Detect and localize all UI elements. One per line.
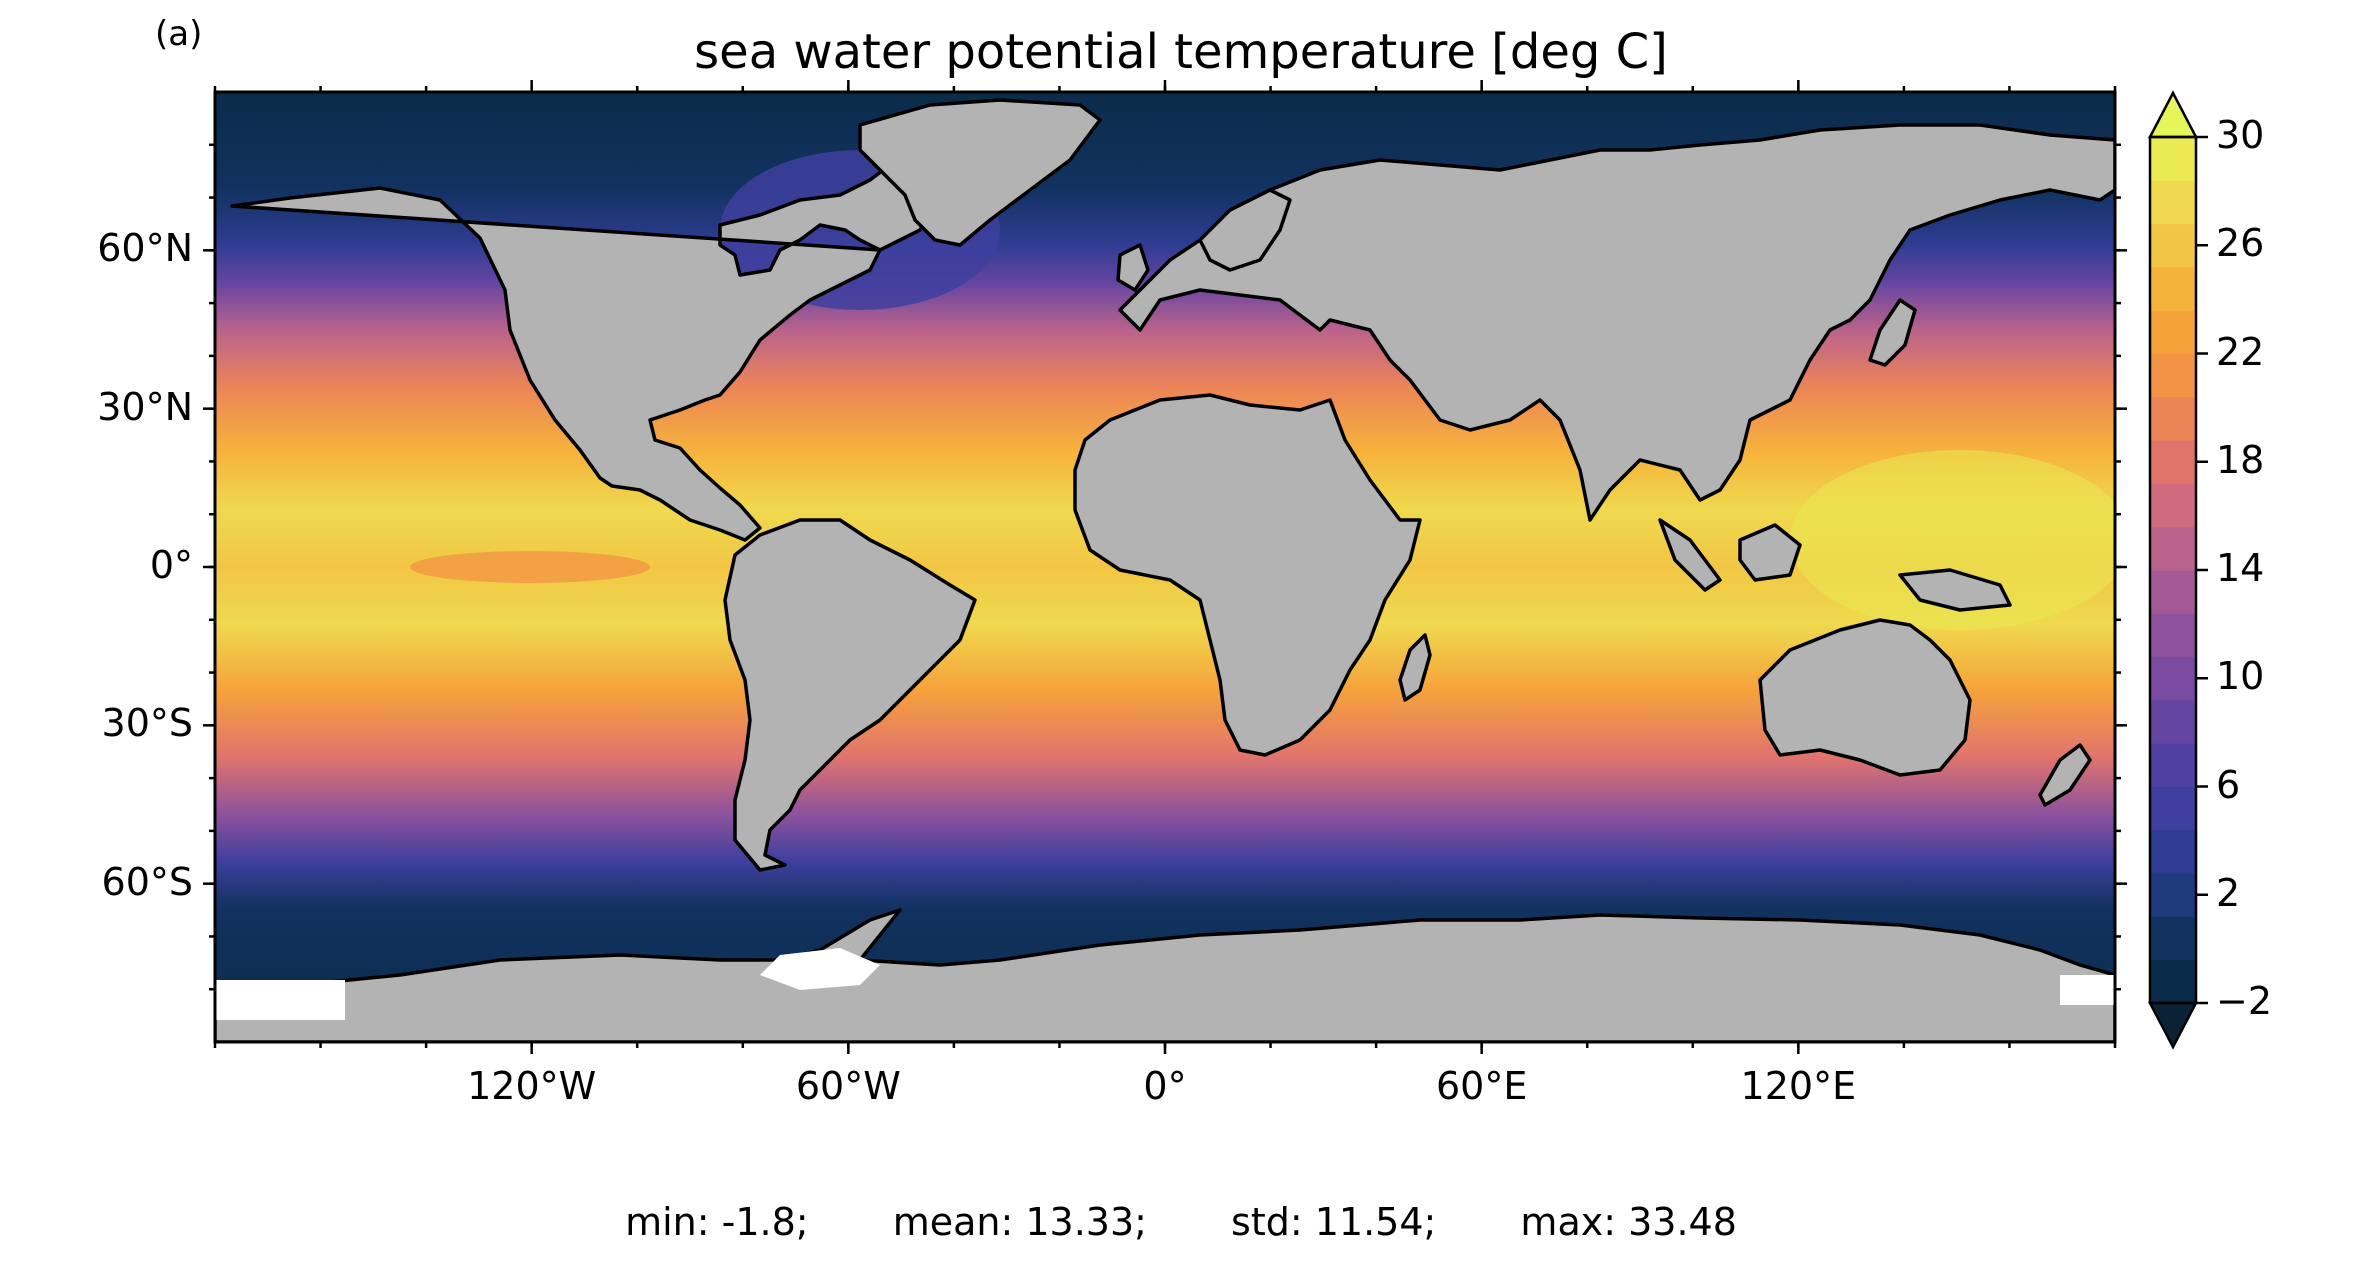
colorbar <box>2147 90 2208 1050</box>
land-britain <box>1116 243 1150 292</box>
colorbar-bin <box>2150 483 2196 528</box>
colorbar-tick-label: 30 <box>2216 113 2265 157</box>
lon-tick-label: 120°W <box>467 1064 597 1108</box>
colorbar-bin <box>2150 526 2196 571</box>
colorbar-bin <box>2150 786 2196 831</box>
lat-tick-label: 60°N <box>97 226 193 271</box>
colorbar-bin <box>2150 440 2196 484</box>
lat-tick-marks <box>203 143 2127 991</box>
missing-data <box>215 948 2115 1020</box>
land-new-zealand <box>2038 743 2092 807</box>
land-new-guinea <box>1898 568 2012 612</box>
colorbar-bin <box>2150 959 2196 1004</box>
stat-max: max: 33.48 <box>1520 1200 1737 1244</box>
colorbar-tick-label: 2 <box>2216 870 2241 915</box>
stats-line: min: -1.8; mean: 13.33; std: 11.54; max:… <box>0 1200 2362 1244</box>
land-japan <box>1868 298 1917 367</box>
colorbar-bin <box>2150 743 2196 787</box>
colorbar-tick-label: 22 <box>2216 329 2265 374</box>
colorbar-tick-label: 14 <box>2216 546 2265 590</box>
lat-tick-label: 0° <box>149 543 193 587</box>
colorbar-bin <box>2150 570 2196 614</box>
map-title: sea water potential temperature [deg C] <box>694 24 1668 80</box>
lon-tick-label: 0° <box>1143 1064 1187 1108</box>
land-greenland <box>858 98 1102 247</box>
lon-tick-label: 60°E <box>1435 1064 1528 1108</box>
colorbar-bin <box>2150 613 2196 658</box>
colorbar-bin <box>2150 396 2196 441</box>
stat-min: min: -1.8; <box>625 1200 809 1244</box>
colorbar-bin <box>2150 699 2196 744</box>
land-masses <box>215 98 2115 1042</box>
colorbar-tick-label: 6 <box>2216 762 2241 807</box>
colorbar-bin <box>2150 137 2196 181</box>
lon-tick-marks <box>213 80 2117 1054</box>
lat-tick-label: 60°S <box>101 859 193 904</box>
lon-tick-label: 60°W <box>795 1064 901 1108</box>
colorbar-bin <box>2150 223 2196 268</box>
colorbar-bin <box>2150 266 2196 311</box>
stat-mean: mean: 13.33; <box>892 1200 1147 1244</box>
colorbar-tick-label: 26 <box>2216 221 2265 266</box>
lat-tick-label: 30°S <box>101 701 193 746</box>
land-south-america <box>723 518 977 872</box>
land-eurasia <box>1118 123 2115 522</box>
colorbar-bin <box>2150 829 2196 874</box>
land-africa <box>1073 393 1422 757</box>
land-antarctica <box>215 908 2115 1042</box>
colorbar-tick-label: 10 <box>2216 654 2265 699</box>
colorbar-tick-label: 18 <box>2216 437 2265 482</box>
colorbar-extend-under <box>2147 1001 2199 1050</box>
colorbar-bin <box>2150 310 2196 354</box>
land-madagascar <box>1398 633 1432 702</box>
land-scandinavia <box>1198 188 1292 272</box>
colorbar-bin <box>2150 916 2196 961</box>
colorbar-bin <box>2150 180 2196 225</box>
land-borneo <box>1738 523 1802 582</box>
colorbar-bin <box>2150 873 2196 917</box>
lon-tick-label: 120°E <box>1740 1064 1857 1108</box>
colorbar-bin <box>2150 353 2196 398</box>
panel-label: (a) <box>155 14 203 54</box>
land-sumatra <box>1658 518 1722 592</box>
land-australia <box>1758 618 1972 777</box>
stat-std: std: 11.54; <box>1231 1200 1437 1244</box>
colorbar-tick-label: −2 <box>2216 979 2273 1023</box>
colorbar-bin <box>2150 656 2196 701</box>
colorbar-extend-over <box>2147 90 2199 139</box>
lat-tick-label: 30°N <box>97 384 193 429</box>
